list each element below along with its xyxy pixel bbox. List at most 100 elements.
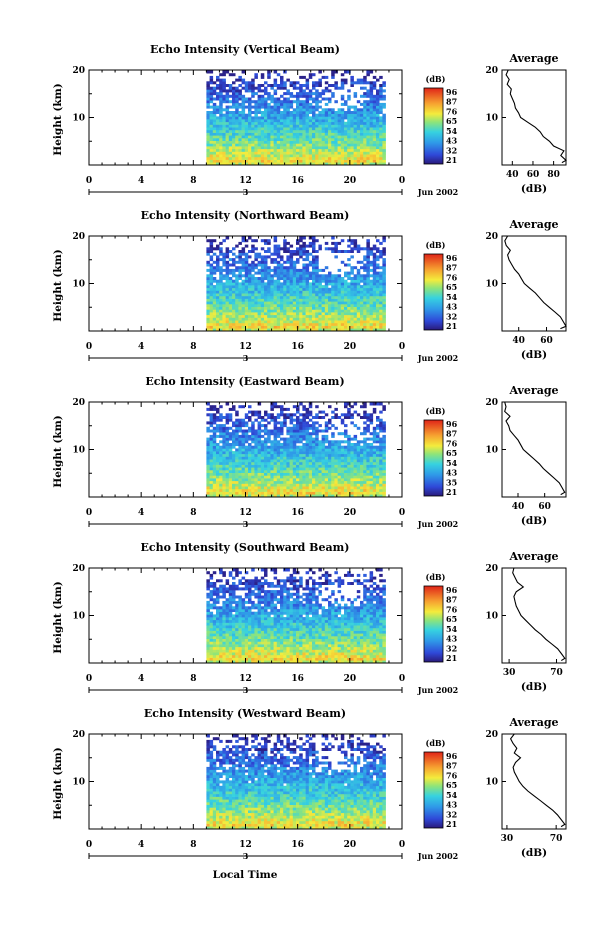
heatmap-cell — [267, 279, 271, 283]
heatmap-cell — [248, 491, 252, 495]
heatmap-cell — [382, 451, 386, 455]
heatmap-cell — [372, 277, 377, 280]
heatmap-cell — [379, 241, 383, 245]
heatmap-cell — [328, 143, 332, 147]
colorbar-tick-label: 76 — [446, 106, 458, 116]
heatmap-cell — [376, 159, 380, 163]
heatmap-cell — [289, 255, 294, 259]
heatmap-cell — [292, 132, 297, 136]
heatmap-cell — [356, 282, 361, 286]
heatmap-cell — [222, 448, 226, 452]
heatmap-cell — [299, 151, 303, 155]
heatmap-cell — [324, 162, 329, 166]
heatmap-cell — [299, 282, 303, 286]
heatmap-cell — [267, 290, 271, 294]
heatmap-cell — [356, 154, 361, 158]
heatmap-cell — [276, 475, 281, 479]
heatmap-cell — [209, 116, 214, 120]
heatmap-cell — [334, 274, 338, 278]
heatmap-cell — [369, 461, 374, 465]
heatmap-cell — [241, 475, 246, 479]
heatmap-cell — [235, 491, 239, 495]
heatmap-cell — [356, 464, 361, 468]
heatmap-cell — [315, 148, 319, 152]
heatmap-cell — [212, 143, 217, 147]
heatmap-cell — [286, 451, 290, 455]
heatmap-cell — [379, 146, 383, 150]
heatmap-cell — [216, 325, 220, 329]
heatmap-cell — [228, 89, 233, 93]
heatmap-cell — [321, 75, 326, 79]
heatmap-cell — [340, 456, 345, 460]
heatmap-cell — [270, 445, 274, 449]
heatmap-cell — [353, 146, 358, 150]
heatmap-cell — [228, 285, 233, 289]
heatmap-cell — [276, 86, 281, 90]
heatmap-cell — [241, 293, 246, 297]
heatmap-cell — [369, 140, 374, 144]
heatmap-cell — [308, 434, 313, 438]
heatmap-cell — [273, 113, 278, 117]
heatmap-cell — [264, 293, 268, 297]
heatmap-cell — [376, 491, 380, 495]
heatmap-cell — [292, 274, 297, 278]
heatmap-cell — [283, 488, 287, 492]
heatmap-cell — [273, 252, 278, 256]
heatmap-cell — [225, 263, 230, 267]
heatmap-cell — [296, 279, 300, 283]
heatmap-cell — [344, 143, 348, 147]
heatmap-cell — [296, 459, 300, 463]
heatmap-cell — [228, 413, 233, 417]
heatmap-cell — [222, 451, 226, 455]
heatmap-cell — [232, 434, 236, 438]
heatmap-cell — [232, 285, 236, 289]
heatmap-cell — [292, 279, 297, 283]
heatmap-cell — [315, 453, 319, 457]
heatmap-cell — [305, 312, 310, 316]
heatmap-cell — [212, 279, 217, 283]
heatmap-cell — [296, 241, 300, 245]
heatmap-cell — [344, 285, 348, 289]
heatmap-cell — [235, 92, 239, 96]
heatmap-cell — [350, 156, 354, 160]
heatmap-cell — [296, 301, 300, 305]
heatmap-cell — [372, 293, 377, 297]
heatmap-cell — [251, 301, 255, 305]
heatmap-cell — [337, 274, 342, 278]
heatmap-cell — [216, 472, 220, 476]
heatmap-cell — [276, 309, 281, 313]
heatmap-cell — [260, 475, 265, 479]
heatmap-cell — [264, 475, 268, 479]
heatmap-cell — [251, 494, 255, 498]
heatmap-cell — [280, 421, 284, 425]
heatmap-cell — [235, 486, 239, 490]
heatmap-cell — [356, 121, 361, 125]
heatmap-cell — [353, 475, 358, 479]
heatmap-cell — [302, 92, 306, 96]
heatmap-cell — [321, 295, 326, 299]
heatmap-cell — [331, 456, 335, 460]
heatmap-cell — [308, 453, 313, 457]
heatmap-cell — [273, 154, 278, 158]
heatmap-cell — [299, 298, 303, 302]
heatmap-cell — [353, 154, 358, 158]
heatmap-cell — [216, 309, 220, 313]
heatmap-cell — [318, 127, 322, 131]
heatmap-cell — [235, 162, 239, 166]
heatmap-cell — [238, 437, 242, 441]
heatmap-cell — [222, 434, 226, 438]
heatmap-cell — [209, 472, 214, 476]
heatmap-cell — [305, 426, 310, 430]
heatmap-cell — [305, 486, 310, 490]
heatmap-cell — [283, 260, 287, 264]
heatmap-cell — [228, 121, 233, 125]
heatmap-cell — [334, 159, 338, 163]
heatmap-cell — [308, 440, 313, 444]
heatmap-cell — [315, 322, 319, 326]
heatmap-cell — [369, 480, 374, 484]
heatmap-cell — [315, 309, 319, 313]
heatmap-cell — [382, 317, 386, 321]
heatmap-cell — [260, 73, 265, 77]
heatmap-cell — [276, 478, 281, 482]
heatmap-cell — [219, 156, 223, 160]
